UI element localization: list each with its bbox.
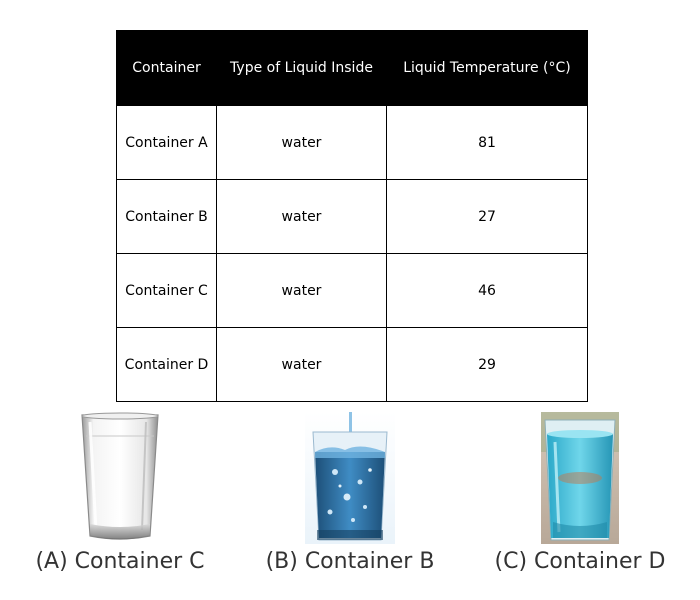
cell-container: Container C bbox=[116, 253, 217, 328]
data-table: Container Type of Liquid Inside Liquid T… bbox=[116, 30, 588, 402]
empty-glass-icon bbox=[81, 412, 159, 540]
option-b-label: (B) Container B bbox=[265, 549, 435, 574]
cell-temperature: 46 bbox=[386, 253, 588, 328]
option-c-label: (C) Container D bbox=[494, 549, 666, 574]
option-a[interactable]: (A) Container C bbox=[20, 412, 220, 574]
cell-temperature: 27 bbox=[386, 179, 588, 254]
header-liquid-type: Type of Liquid Inside bbox=[216, 30, 387, 106]
table-row: Container B water 27 bbox=[116, 179, 588, 254]
header-container: Container bbox=[116, 30, 217, 106]
cell-liquid-type: water bbox=[216, 179, 387, 254]
cell-temperature: 29 bbox=[386, 327, 588, 402]
water-pouring-glass-icon bbox=[305, 412, 395, 544]
cell-container: Container D bbox=[116, 327, 217, 402]
option-b[interactable]: (B) Container B bbox=[250, 412, 450, 574]
option-a-label: (A) Container C bbox=[35, 549, 205, 574]
table-row: Container A water 81 bbox=[116, 105, 588, 180]
cell-liquid-type: water bbox=[216, 327, 387, 402]
table-header-row: Container Type of Liquid Inside Liquid T… bbox=[116, 30, 588, 106]
cell-container: Container B bbox=[116, 179, 217, 254]
cell-temperature: 81 bbox=[386, 105, 588, 180]
header-temperature: Liquid Temperature (°C) bbox=[386, 30, 588, 106]
option-c[interactable]: (C) Container D bbox=[480, 412, 680, 574]
cell-liquid-type: water bbox=[216, 253, 387, 328]
table-row: Container C water 46 bbox=[116, 253, 588, 328]
blue-water-glass-icon bbox=[541, 412, 619, 544]
cell-container: Container A bbox=[116, 105, 217, 180]
cell-liquid-type: water bbox=[216, 105, 387, 180]
table-row: Container D water 29 bbox=[116, 327, 588, 402]
